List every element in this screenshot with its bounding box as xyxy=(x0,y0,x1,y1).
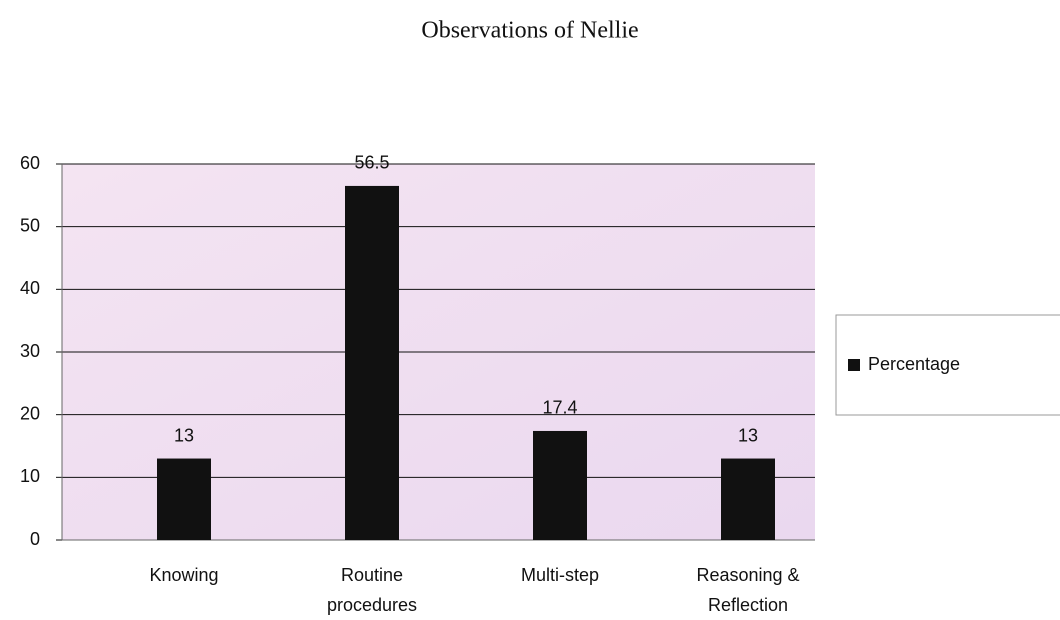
data-label: 17.4 xyxy=(542,398,577,418)
bar xyxy=(157,458,211,540)
y-tick-label: 20 xyxy=(20,403,40,423)
x-tick-label: Multi-step xyxy=(520,565,600,585)
bar xyxy=(345,185,399,540)
data-label: 56.5 xyxy=(354,153,389,173)
legend-label: Percentage xyxy=(868,354,960,374)
x-tick-label: Knowing xyxy=(149,565,219,585)
bar xyxy=(721,458,775,540)
legend-box xyxy=(835,314,1060,416)
chart-title: Observations of Nellie xyxy=(421,18,638,44)
y-tick-label: 60 xyxy=(20,153,40,173)
y-tick-label: 10 xyxy=(20,466,40,486)
x-tick-label: Routine procedures xyxy=(326,565,418,615)
data-label: 13 xyxy=(174,425,194,445)
y-tick-label: 40 xyxy=(20,278,40,298)
y-tick-label: 30 xyxy=(20,341,40,361)
data-label: 13 xyxy=(738,425,758,445)
bar xyxy=(533,430,587,540)
y-tick-label: 50 xyxy=(20,215,40,235)
legend-swatch xyxy=(848,359,860,371)
y-tick-label: 0 xyxy=(30,529,40,549)
x-tick-label: Reasoning & Reflection xyxy=(696,565,800,615)
